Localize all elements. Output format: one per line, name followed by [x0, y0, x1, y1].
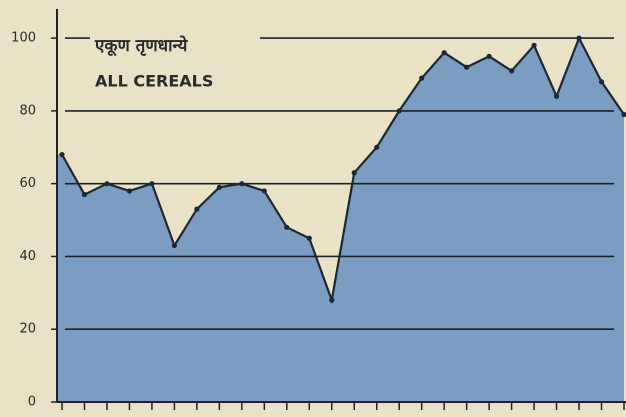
point [351, 170, 357, 176]
point [284, 224, 290, 230]
chart-subtitle: ALL CEREALS [95, 72, 213, 91]
point [306, 235, 312, 241]
point [329, 297, 335, 303]
chart-title: एकूण तृणधान्ये [94, 35, 189, 57]
point [441, 50, 447, 56]
point [171, 242, 177, 249]
point [59, 151, 65, 158]
point [396, 108, 402, 114]
point [553, 93, 560, 99]
area-fill [57, 38, 624, 402]
y-tick-label: 40 [19, 249, 36, 264]
y-tick-label: 60 [19, 176, 36, 191]
point [194, 206, 200, 212]
point [419, 75, 425, 81]
plot-area: 0 20 40 60 80 100 [11, 9, 626, 410]
y-tick-label: 20 [19, 322, 36, 337]
y-tick-label: 100 [11, 31, 36, 46]
y-tick-label: 0 [28, 395, 36, 410]
point [598, 79, 605, 85]
point [486, 53, 492, 59]
point [149, 181, 155, 187]
point [374, 144, 380, 150]
point [621, 111, 626, 118]
point [126, 188, 133, 194]
point [261, 188, 267, 194]
y-tick-label: 80 [19, 103, 36, 118]
title-box [90, 30, 260, 98]
point [576, 35, 582, 41]
line [61, 35, 625, 305]
point [509, 68, 515, 74]
point [239, 181, 245, 187]
point [464, 64, 470, 70]
point [531, 42, 537, 48]
point [81, 191, 88, 198]
point [104, 181, 110, 187]
point [216, 184, 222, 190]
